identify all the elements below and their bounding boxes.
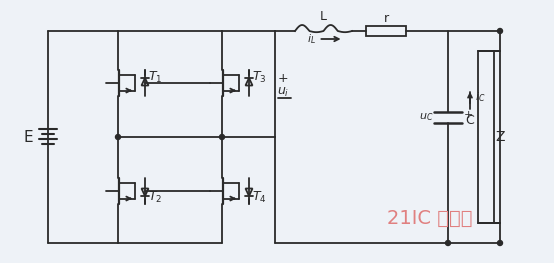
Circle shape: [115, 134, 121, 139]
Text: Z: Z: [495, 130, 505, 144]
Text: $u_i$: $u_i$: [277, 85, 289, 99]
Circle shape: [497, 28, 502, 33]
Circle shape: [445, 240, 450, 245]
Text: 21IC 电子网: 21IC 电子网: [387, 209, 473, 227]
Text: $T_2$: $T_2$: [148, 189, 162, 205]
Text: +: +: [463, 110, 473, 120]
Text: $u_C$: $u_C$: [419, 111, 433, 123]
Text: +: +: [278, 72, 288, 84]
Text: $i_L$: $i_L$: [307, 32, 316, 46]
Text: $i_C$: $i_C$: [475, 90, 485, 104]
Text: $T_1$: $T_1$: [148, 69, 162, 84]
Text: r: r: [383, 13, 388, 26]
Circle shape: [497, 240, 502, 245]
Text: $T_4$: $T_4$: [252, 189, 266, 205]
Text: E: E: [23, 129, 33, 144]
Circle shape: [219, 134, 224, 139]
Text: C: C: [465, 114, 474, 128]
Text: $T_3$: $T_3$: [252, 69, 266, 84]
Text: L: L: [320, 9, 327, 23]
